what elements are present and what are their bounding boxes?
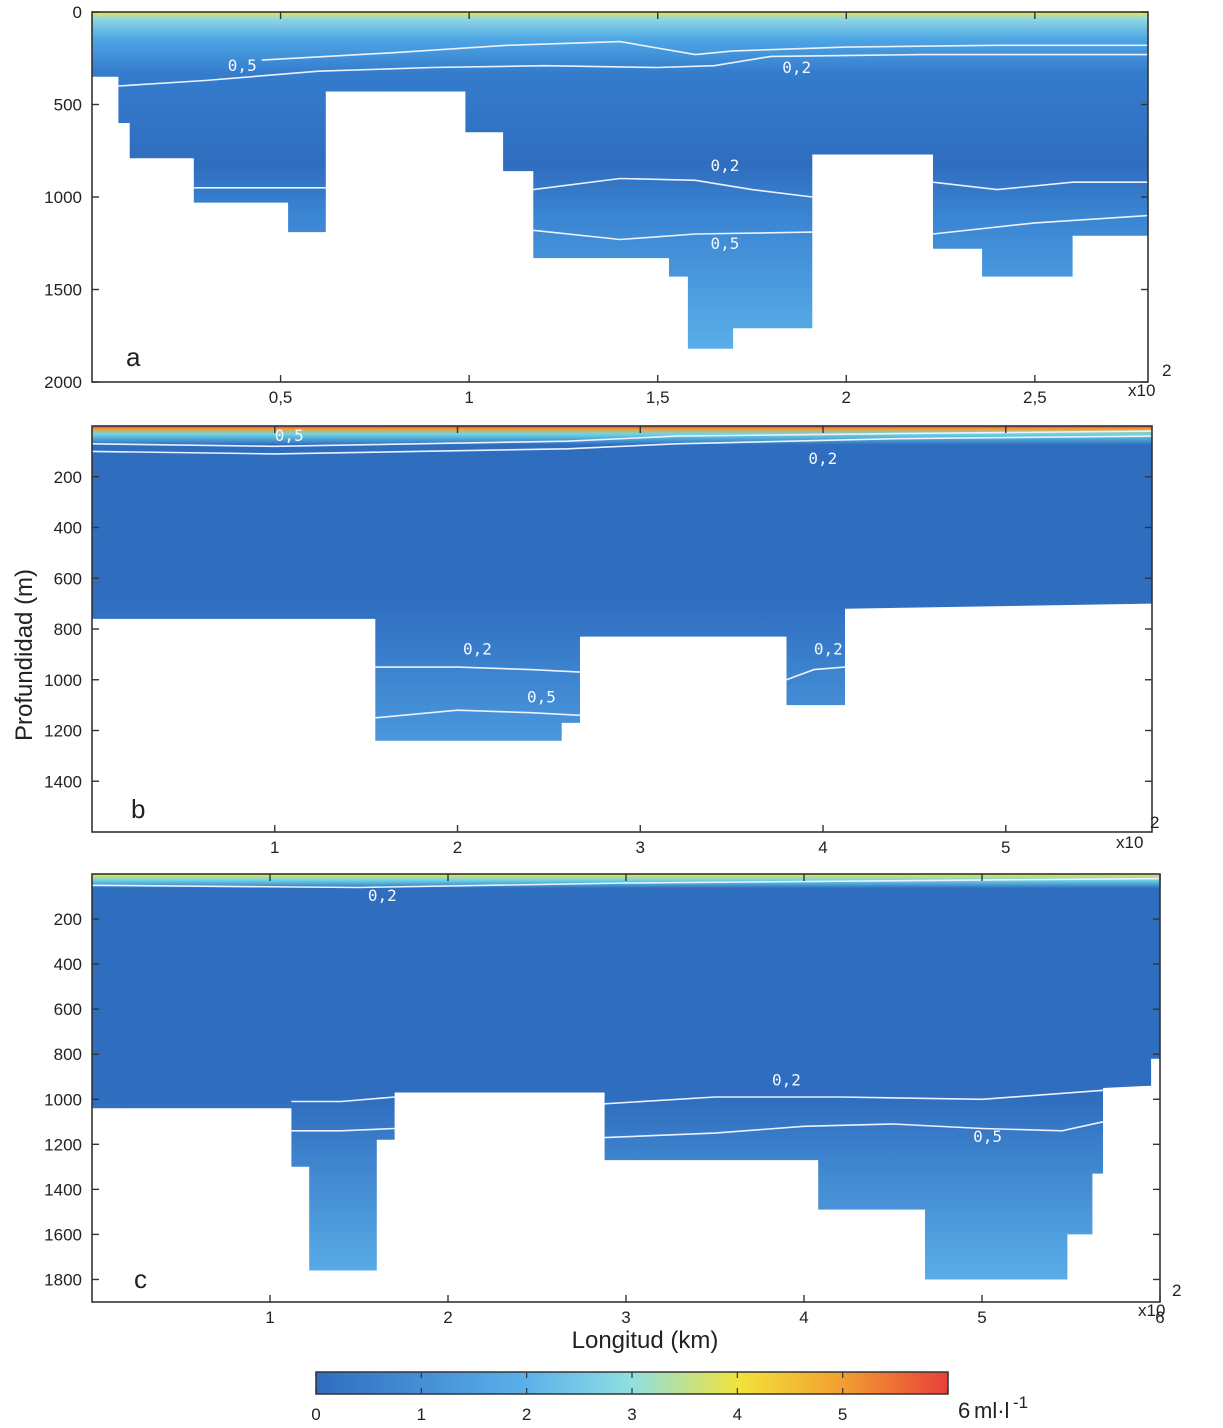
x-tick-label: 2 [842,388,851,407]
x-tick-label: 4 [818,838,827,857]
contour-line-0-5 [291,1127,395,1132]
y-tick-label: 600 [54,1000,82,1019]
contour-line-0-2 [932,181,1148,191]
y-tick-label: 800 [54,1045,82,1064]
panel-c: 0,2 0,2 0,5 200 400 600 800 1000 1200 1400 1600 180… [44,873,1181,1327]
y-tick-label: 400 [54,955,82,974]
x-multiplier-exponent: 2 [1172,1281,1181,1300]
colorbar-tick-label: 0 [311,1405,320,1424]
contour-line-0-2 [91,435,1153,455]
water-region [92,12,1148,349]
colorbar-units-exponent: -1 [1013,1393,1028,1412]
panel-b: 0,5 0,2 0,2 0,5 0,2 200 400 600 800 1000 1200 1400 1… [44,425,1159,857]
y-tick-label: 1200 [44,1135,82,1154]
contour-label: 0,2 [368,886,397,905]
y-tick-label: 1800 [44,1270,82,1289]
colorbar-tick-label: 3 [627,1405,636,1424]
contour-label: 0,5 [228,56,257,75]
contour-label: 0,2 [463,639,492,658]
contour-line-0-2 [533,177,813,198]
x-multiplier: x10 [1116,833,1143,852]
y-tick-label: 1400 [44,772,82,791]
y-tick-label: 200 [54,468,82,487]
x-tick-label: 5 [1001,838,1010,857]
contour-label: 0,2 [782,58,811,77]
water-region [92,426,1152,741]
contour-line-0-2 [786,666,846,681]
x-tick-label: 2 [443,1308,452,1327]
contour-label: 0,5 [973,1127,1002,1146]
contour-line-0-5 [533,229,813,241]
contour-line-0-5 [91,430,1153,448]
x-tick-label: 2 [453,838,462,857]
contour-line-0-5 [932,214,1149,235]
colorbar-tick-label: 1 [417,1405,426,1424]
y-tick-label: 500 [54,96,82,115]
x-tick-label: 2,5 [1023,388,1047,407]
x-tick-label: 5 [977,1308,986,1327]
y-tick-label: 600 [54,569,82,588]
x-tick-label: 1,5 [646,388,670,407]
contour-label: 0,5 [527,688,556,707]
contour-label: 0,2 [808,449,837,468]
x-multiplier: x10 [1128,381,1155,400]
y-tick-label: 1000 [44,188,82,207]
contour-line-0-2 [261,40,1148,61]
contour-label: 0,2 [711,156,740,175]
x-tick-label: 1 [265,1308,274,1327]
y-tick-label: 1200 [44,722,82,741]
water-region [92,874,1160,1280]
contour-label: 0,5 [275,426,304,445]
contour-label: 0,5 [711,234,740,253]
x-tick-label: 3 [621,1308,630,1327]
y-axis-label: Profundidad (m) [11,569,38,741]
contour-label: 0,2 [814,639,843,658]
panel-a: 0,5 0,2 0,2 0,5 0 500 1000 1500 2000 0,5 1 1,5 2 2,5 x… [44,3,1171,407]
contour-line-0-5 [375,709,581,719]
x-multiplier: x10 [1138,1301,1165,1320]
y-tick-label: 1400 [44,1180,82,1199]
x-tick-label: 1 [464,388,473,407]
y-tick-label: 0 [73,3,82,22]
panel-letter: a [126,342,141,372]
contour-line-0-5 [604,1121,1104,1139]
contour-line-0-2 [604,1089,1104,1105]
colorbar-tick-label: 4 [733,1405,742,1424]
x-tick-label: 3 [636,838,645,857]
y-tick-label: 400 [54,519,82,538]
contour-label: 0,2 [772,1071,801,1090]
contour-line-0-2 [291,1096,395,1103]
y-tick-label: 1600 [44,1225,82,1244]
y-tick-label: 800 [54,620,82,639]
panel-letter: b [131,794,145,824]
x-tick-label: 0,5 [269,388,293,407]
colorbar: 0 1 2 3 4 5 6 ml·l -1 [311,1371,1028,1424]
x-multiplier-exponent: 2 [1162,361,1171,380]
colorbar-tick-label: 5 [838,1405,847,1424]
y-tick-label: 1500 [44,281,82,300]
x-multiplier-exponent: 2 [1150,813,1159,832]
contour-line-0-2 [375,666,581,673]
y-tick-label: 1000 [44,1090,82,1109]
contour-line-0-5 [118,53,1148,87]
colorbar-units: ml·l [974,1398,1009,1423]
x-tick-label: 6 [1155,1308,1164,1327]
x-tick-label: 4 [799,1308,808,1327]
y-tick-label: 1000 [44,671,82,690]
x-axis-label: Longitud (km) [572,1327,719,1354]
panel-letter: c [134,1264,147,1294]
y-tick-label: 2000 [44,373,82,392]
y-tick-label: 200 [54,910,82,929]
colorbar-max-label: 6 [958,1398,970,1423]
colorbar-tick-label: 2 [522,1405,531,1424]
x-tick-label: 1 [270,838,279,857]
